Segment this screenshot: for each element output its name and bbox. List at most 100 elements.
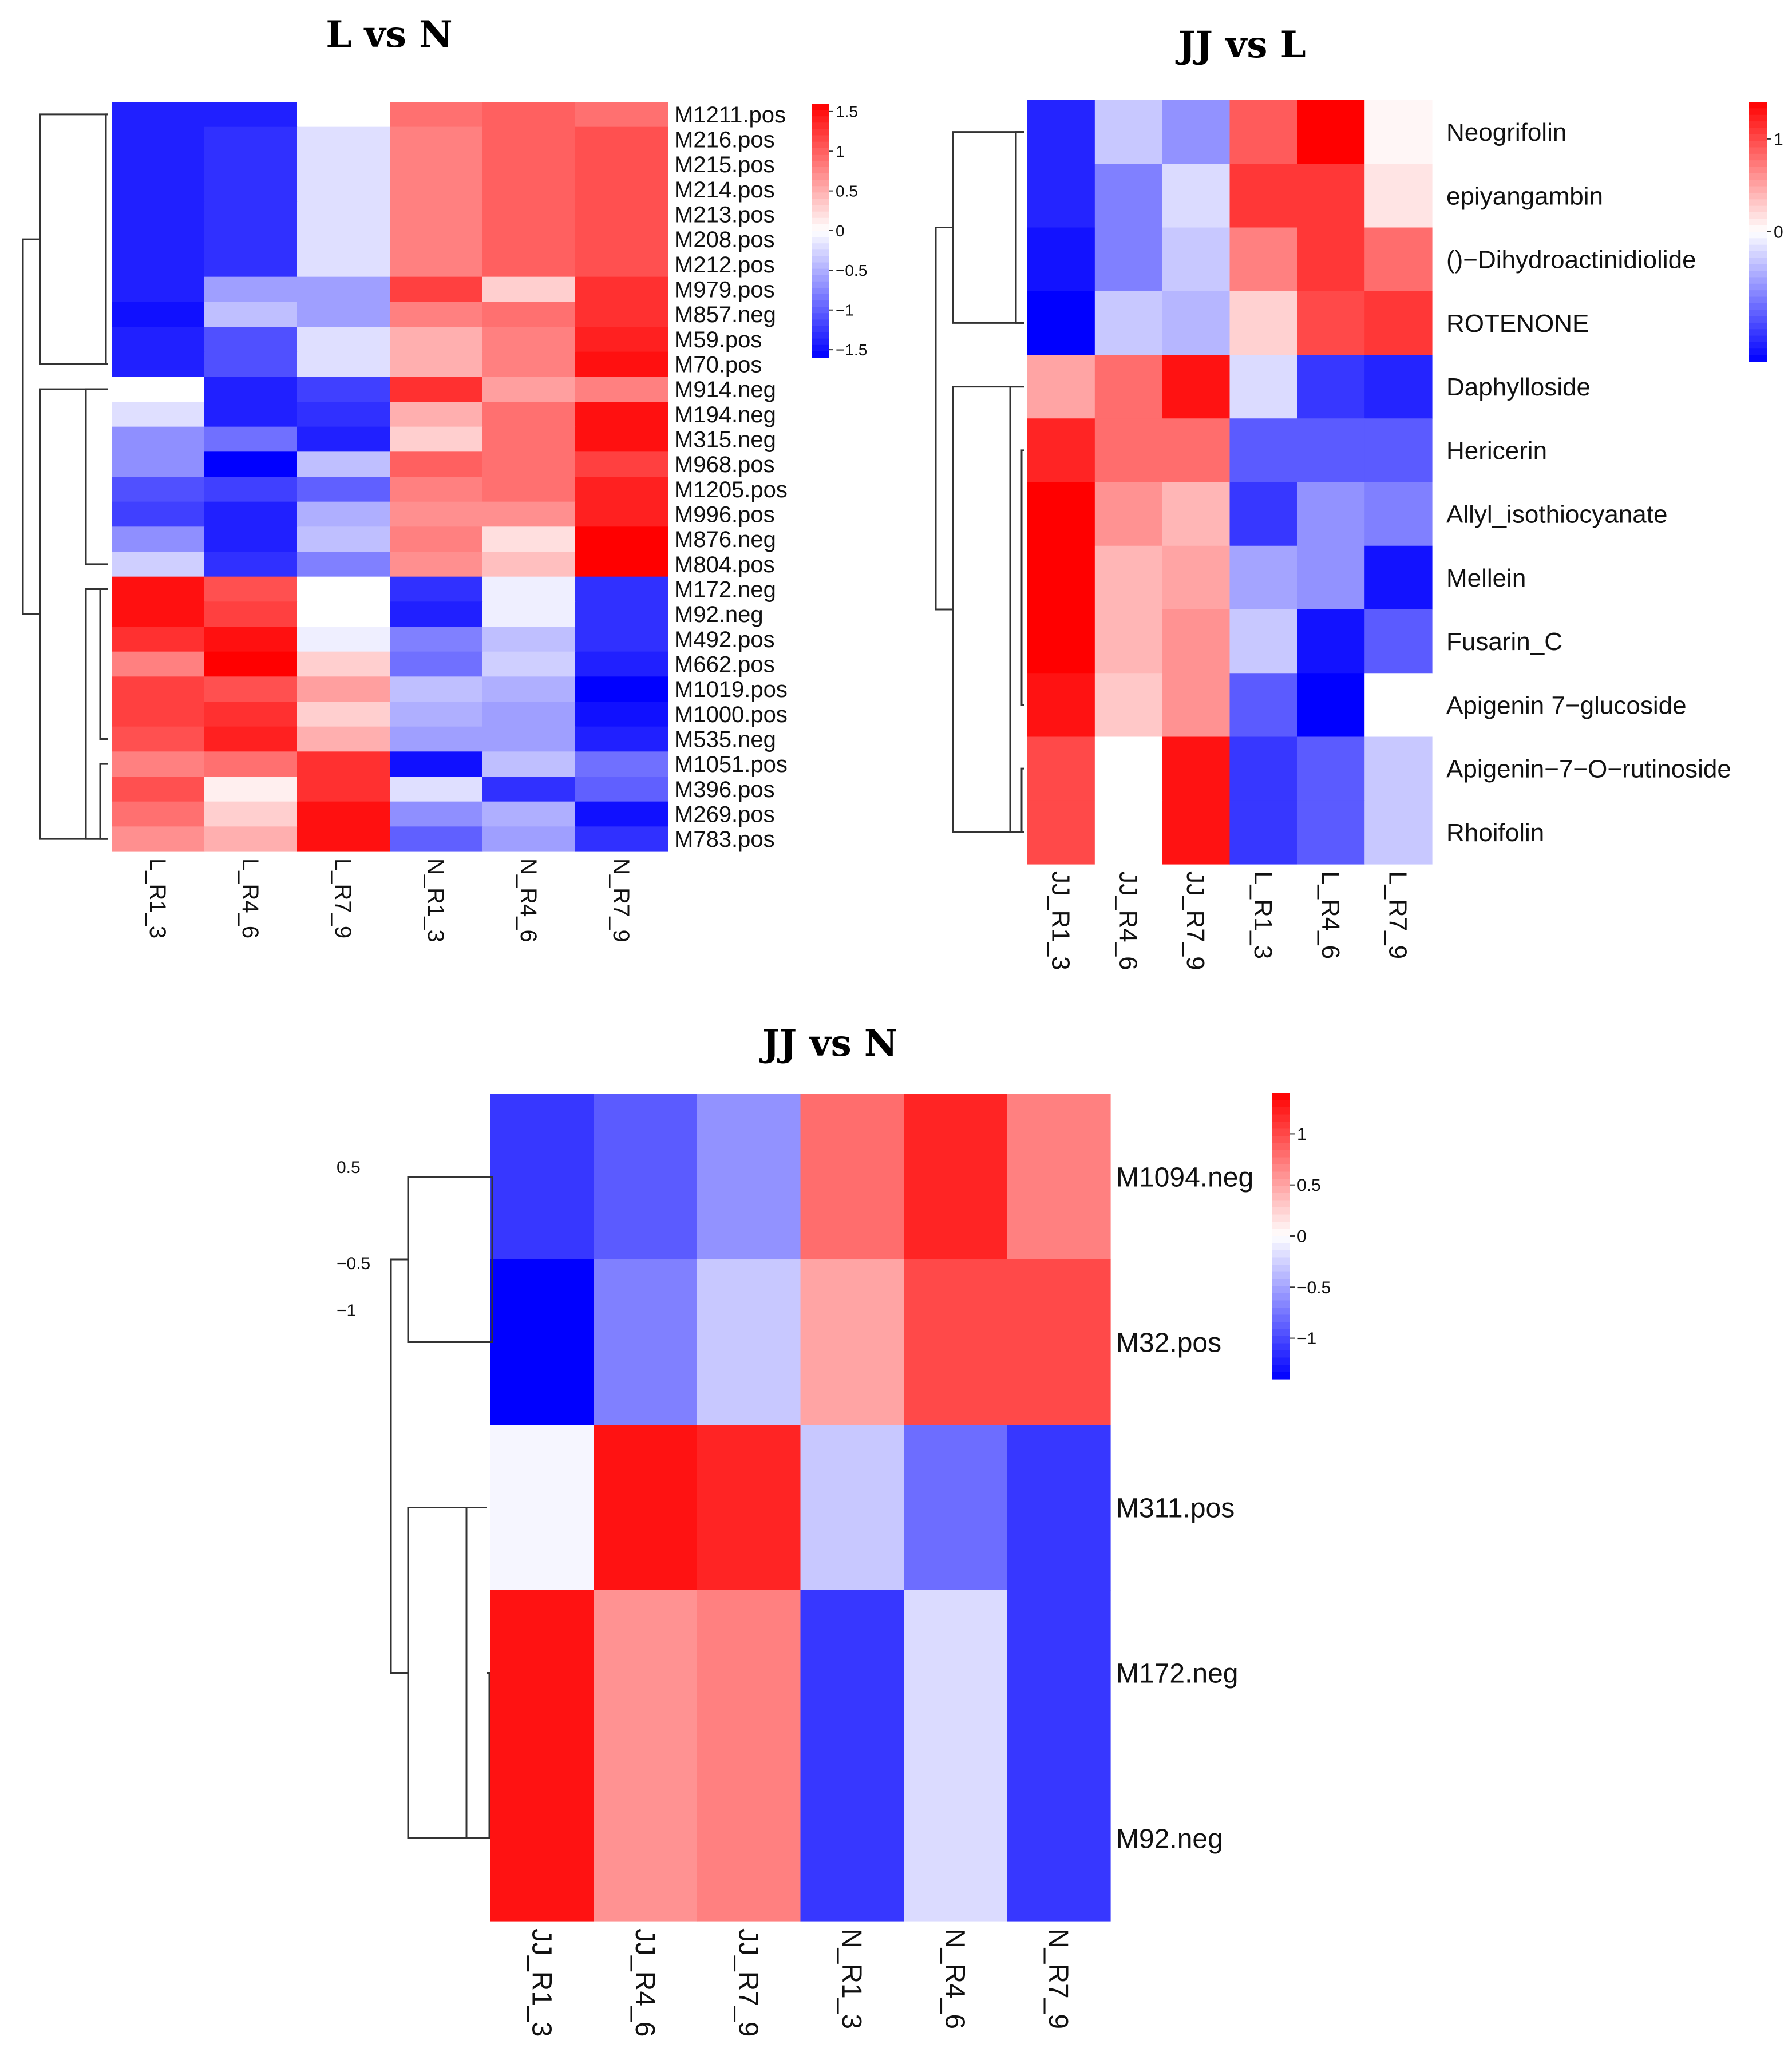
panel-title: JJ vs N: [759, 1022, 898, 1065]
legend-swatch: [812, 173, 829, 180]
color-legend: 1 0.5 0 −0.5 −1: [1272, 1093, 1331, 1380]
legend-swatch: [812, 231, 829, 237]
heatmap-cell: [390, 327, 483, 352]
legend-swatch: [1272, 1322, 1290, 1330]
legend-swatch: [1749, 342, 1767, 349]
row-label: Neogrifolin: [1446, 118, 1566, 146]
legend-swatch: [812, 122, 829, 129]
heatmap-cell: [482, 777, 576, 802]
heatmap-cell: [575, 227, 668, 252]
heatmap-cell: [575, 102, 668, 128]
dendrogram-branch: [952, 131, 1024, 324]
heatmap-cell: [1094, 164, 1163, 228]
legend-swatch: [1272, 1314, 1290, 1322]
heatmap-cell: [482, 327, 576, 352]
heatmap-cell: [575, 351, 668, 377]
heatmap-cell: [482, 477, 576, 502]
column-label: N_R1_3: [423, 858, 448, 942]
heatmap-cell: [1297, 291, 1365, 355]
row-label: M1000.pos: [674, 702, 788, 727]
legend-swatch: [812, 307, 829, 314]
legend-swatch: [812, 129, 829, 136]
legend-swatch: [1272, 1229, 1290, 1237]
heatmap-cell: [1364, 736, 1433, 801]
heatmap-cell: [575, 327, 668, 352]
heatmap-cell: [575, 477, 668, 502]
column-labels: JJ_R1_3 JJ_R4_6 JJ_R7_9 N_R1_3 N_R4_6 N_R7_9: [526, 1928, 1073, 2037]
row-label: M213.pos: [674, 203, 775, 228]
heatmap-cell: [112, 477, 205, 502]
legend-swatch: [1749, 108, 1767, 116]
heatmap-cell: [1094, 100, 1163, 164]
heatmap-cell: [297, 676, 390, 702]
legend-swatch: [1749, 205, 1767, 213]
legend-swatch: [1272, 1150, 1290, 1158]
legend-swatch: [812, 262, 829, 270]
legend-swatch: [1749, 283, 1767, 291]
heatmap-cell: [1229, 736, 1297, 801]
heatmap-cell: [112, 702, 205, 727]
row-label: M194.neg: [674, 402, 776, 427]
dendrogram-branch: [952, 386, 1024, 833]
legend-swatch: [1749, 141, 1767, 148]
row-label: ROTENONE: [1446, 310, 1589, 338]
legend-swatch: [1749, 160, 1767, 168]
heatmap-cell: [297, 377, 390, 402]
heatmap-cell: [390, 801, 483, 827]
heatmap-cell: [1094, 545, 1163, 610]
panel-jj-vs-l: JJ vs L Neogrifolin epiyangambin ()−Dihydr…: [935, 23, 1783, 970]
column-label: N_R1_3: [836, 1928, 867, 2029]
heatmap-cell: [1007, 1590, 1111, 1756]
row-label: Fusarin_C: [1446, 628, 1562, 656]
heatmap-cell: [490, 1425, 595, 1591]
heatmap-cell: [594, 1425, 698, 1591]
legend-swatch: [1749, 153, 1767, 161]
legend-swatch: [1272, 1236, 1290, 1244]
heatmap-cell: [112, 227, 205, 252]
heatmap-cell: [575, 177, 668, 203]
legend-tick-label: −1: [836, 302, 854, 319]
heatmap-cell: [204, 402, 298, 427]
row-label: Allyl_isothiocyanate: [1446, 501, 1667, 529]
heatmap-cell: [112, 402, 205, 427]
heatmap-cell: [575, 777, 668, 802]
heatmap-cell: [112, 726, 205, 752]
dendrogram-branch: [1009, 386, 1024, 833]
row-label: M968.pos: [674, 452, 775, 477]
heatmap-cell: [800, 1094, 904, 1260]
row-label: Mellein: [1446, 564, 1526, 592]
dendrogram-branch: [407, 1507, 487, 1839]
heatmap-cell: [204, 126, 298, 152]
panel-title: JJ vs L: [1175, 23, 1306, 66]
row-label: M32.pos: [1116, 1328, 1221, 1358]
legend-swatch: [812, 192, 829, 200]
heatmap-cell: [204, 351, 298, 377]
heatmap-cell: [482, 402, 576, 427]
heatmap-cell: [297, 426, 390, 452]
heatmap-cell: [204, 826, 298, 852]
heatmap-cell: [112, 102, 205, 128]
legend-swatch: [812, 332, 829, 339]
heatmap-cell: [575, 526, 668, 552]
heatmap-cell: [204, 801, 298, 827]
heatmap-cell: [297, 552, 390, 577]
heatmap-cell: [204, 276, 298, 302]
heatmap-cell: [1229, 164, 1297, 228]
heatmap-cell: [1364, 609, 1433, 674]
heatmap-cell: [575, 451, 668, 477]
heatmap-cell: [1162, 482, 1231, 546]
heatmap-cell: [1027, 355, 1095, 419]
legend-swatch: [1749, 316, 1767, 323]
stray-scale-label: 0.5: [337, 1158, 361, 1177]
heatmap-cell: [297, 351, 390, 377]
dendrogram-branch: [105, 113, 108, 365]
heatmap-cell: [112, 552, 205, 577]
row-label: Apigenin−7−O−rutinoside: [1446, 755, 1731, 783]
heatmap-cell: [112, 177, 205, 203]
heatmap-cell: [482, 627, 576, 652]
heatmap-cell: [1297, 736, 1365, 801]
legend-swatch: [812, 217, 829, 225]
heatmap-cell: [482, 102, 576, 128]
heatmap-cell: [204, 501, 298, 527]
